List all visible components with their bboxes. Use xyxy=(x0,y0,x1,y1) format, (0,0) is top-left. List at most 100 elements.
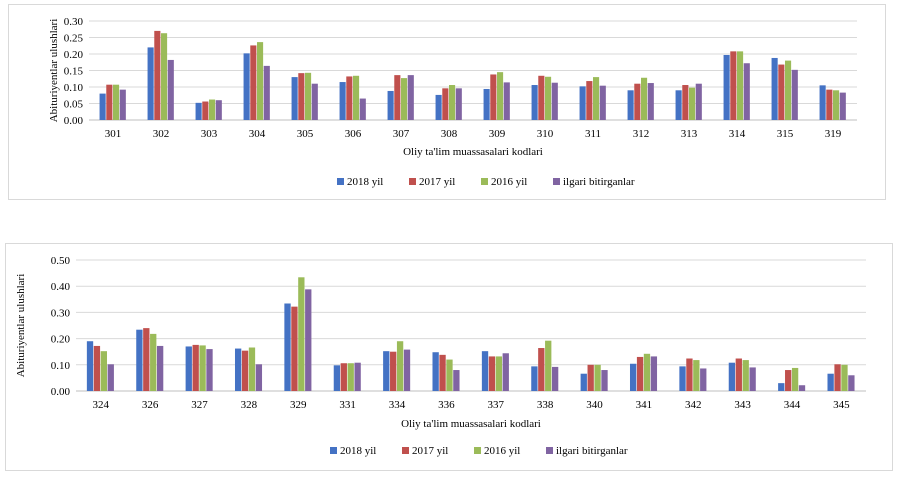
bar-304-series-3 xyxy=(257,42,264,121)
legend-label: ilgari bitirganlar xyxy=(556,445,628,457)
bar-343-series-1 xyxy=(728,362,736,391)
x-tick-label: 315 xyxy=(777,128,794,140)
bar-327-series-2 xyxy=(192,344,199,391)
bar-338-series-3 xyxy=(545,340,552,391)
x-tick-label: 336 xyxy=(438,399,455,411)
y-tick-label: 0.15 xyxy=(64,66,84,78)
bar-306-series-1 xyxy=(339,82,346,120)
bar-308-series-3 xyxy=(449,85,456,120)
x-tick-label: 308 xyxy=(441,128,458,140)
x-tick-label: 328 xyxy=(241,399,258,411)
bar-341-series-3 xyxy=(643,353,651,391)
bar-327-series-4 xyxy=(206,349,213,391)
bar-337-series-4 xyxy=(502,353,509,391)
bar-331-series-2 xyxy=(340,363,347,391)
bar-343-series-4 xyxy=(749,367,756,391)
bar-340-series-2 xyxy=(587,364,594,391)
bar-306-series-4 xyxy=(359,98,366,120)
x-tick-label: 334 xyxy=(389,399,406,411)
x-tick-label: 341 xyxy=(636,399,653,411)
bar-303-series-2 xyxy=(202,101,209,120)
bar-328-series-4 xyxy=(255,364,263,391)
y-tick-label: 0.50 xyxy=(51,255,71,267)
x-tick-label: 326 xyxy=(142,399,159,411)
bar-343-series-2 xyxy=(735,358,742,391)
x-tick-label: 345 xyxy=(833,399,850,411)
bar-303-series-4 xyxy=(215,100,222,120)
bar-329-series-3 xyxy=(298,277,305,391)
bar-345-series-3 xyxy=(841,364,848,391)
legend-label: 2018 yil xyxy=(340,445,376,457)
bar-312-series-3 xyxy=(641,77,648,120)
bar-334-series-1 xyxy=(383,351,390,391)
legend-label: 2017 yil xyxy=(412,445,448,457)
x-tick-label: 305 xyxy=(297,128,314,140)
y-axis-title: Abituriyentlar ulushlari xyxy=(48,19,60,123)
legend-label: 2016 yil xyxy=(484,445,520,457)
bar-345-series-1 xyxy=(827,373,834,391)
bar-314-series-3 xyxy=(737,51,744,120)
bar-308-series-2 xyxy=(442,88,449,120)
legend-swatch xyxy=(337,178,344,185)
bar-334-series-4 xyxy=(403,349,411,391)
bar-329-series-4 xyxy=(305,289,312,391)
bar-314-series-1 xyxy=(723,54,730,120)
legend-label: 2016 yil xyxy=(491,176,527,188)
x-tick-label: 301 xyxy=(105,128,122,140)
bar-315-series-3 xyxy=(785,60,792,120)
x-tick-label: 327 xyxy=(191,399,208,411)
bar-319-series-4 xyxy=(839,92,846,120)
bar-319-series-1 xyxy=(819,85,826,120)
bar-305-series-1 xyxy=(291,77,298,120)
bar-344-series-3 xyxy=(791,367,799,391)
bar-305-series-2 xyxy=(298,73,305,120)
x-tick-label: 303 xyxy=(201,128,218,140)
x-tick-label: 302 xyxy=(153,128,170,140)
bar-307-series-1 xyxy=(387,90,394,120)
bar-304-series-2 xyxy=(250,45,257,120)
x-tick-label: 344 xyxy=(784,399,801,411)
bar-324-series-1 xyxy=(86,341,94,391)
bar-331-series-1 xyxy=(333,365,341,391)
bar-336-series-3 xyxy=(446,359,453,391)
bar-337-series-3 xyxy=(495,356,502,391)
bar-309-series-3 xyxy=(497,72,504,120)
bar-324-series-3 xyxy=(100,351,107,391)
x-tick-label: 338 xyxy=(537,399,554,411)
bar-315-series-1 xyxy=(771,57,778,120)
bar-337-series-2 xyxy=(488,356,496,391)
bar-319-series-3 xyxy=(833,90,840,120)
bar-331-series-4 xyxy=(354,362,361,391)
bar-308-series-1 xyxy=(435,94,442,120)
bar-328-series-2 xyxy=(241,350,249,391)
bar-308-series-4 xyxy=(455,88,462,120)
x-tick-label: 342 xyxy=(685,399,702,411)
bar-329-series-2 xyxy=(291,306,298,391)
bar-315-series-2 xyxy=(778,64,785,120)
bar-307-series-2 xyxy=(394,75,401,120)
chart-2: 0.00 0.10 0.20 0.30 0.40 0.50 324 326 327 328 329 3… xyxy=(15,255,866,457)
y-tick-label: 0.20 xyxy=(64,49,84,61)
y-tick-label: 0.00 xyxy=(64,115,84,127)
y-axis-title: Abituriyentlar ulushlari xyxy=(15,274,27,378)
bar-312-series-1 xyxy=(627,90,634,120)
bar-310-series-2 xyxy=(538,75,545,120)
bar-307-series-3 xyxy=(401,78,408,120)
bar-337-series-1 xyxy=(481,351,489,391)
bar-336-series-4 xyxy=(453,370,460,391)
bar-344-series-4 xyxy=(798,385,806,391)
x-tick-label: 306 xyxy=(345,128,362,140)
bar-313-series-4 xyxy=(695,83,702,120)
bar-305-series-4 xyxy=(311,83,318,120)
bar-334-series-3 xyxy=(396,341,404,391)
y-tick-label: 0.20 xyxy=(51,334,71,346)
bar-336-series-2 xyxy=(439,354,446,391)
legend-swatch xyxy=(546,447,553,454)
bar-342-series-1 xyxy=(679,366,686,391)
bar-307-series-4 xyxy=(407,75,414,120)
bar-327-series-3 xyxy=(199,345,206,391)
bar-338-series-1 xyxy=(531,366,538,391)
x-tick-label: 331 xyxy=(339,399,356,411)
bar-328-series-1 xyxy=(234,348,242,391)
legend-swatch xyxy=(481,178,488,185)
